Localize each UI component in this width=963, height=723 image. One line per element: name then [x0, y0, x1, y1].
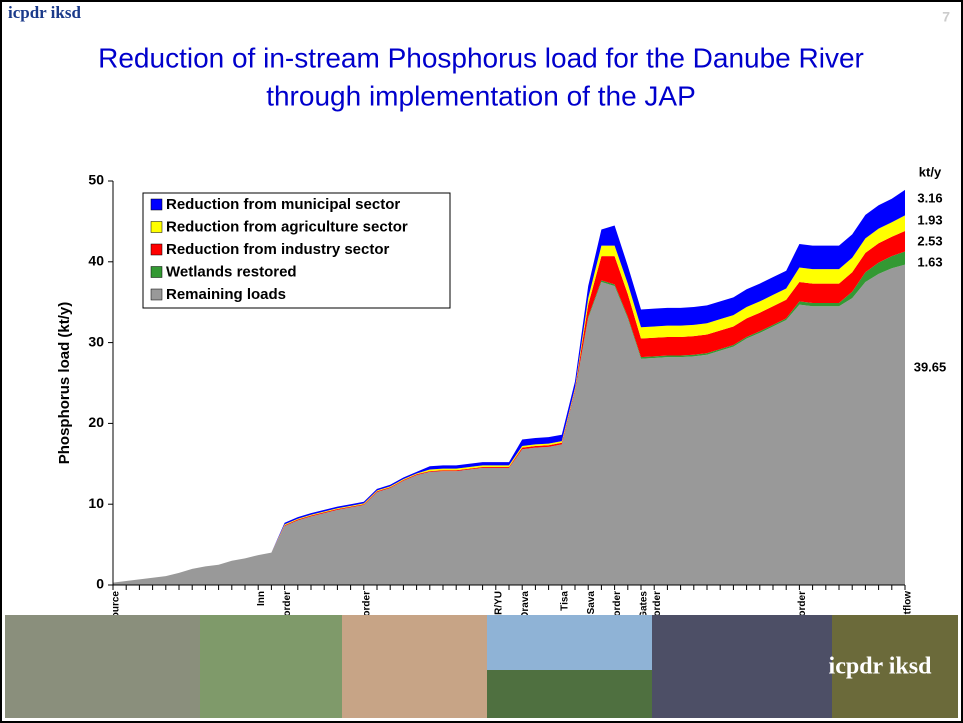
y-tick-label: 10: [88, 495, 104, 511]
logo: icpdr iksd: [8, 3, 81, 22]
legend-label: Reduction from municipal sector: [166, 196, 400, 213]
end-value-label: 3.16: [917, 190, 942, 205]
end-value-label: 1.93: [917, 212, 942, 227]
y-tick-label: 20: [88, 414, 104, 430]
y-tick-label: 50: [88, 172, 104, 188]
end-value-label: 1.63: [917, 254, 942, 269]
legend-label: Reduction from agriculture sector: [166, 218, 408, 235]
y-tick-label: 40: [88, 253, 104, 269]
y-tick-label: 0: [96, 576, 104, 592]
photo: [200, 615, 342, 718]
area: [113, 264, 905, 585]
x-tick-label: source: [111, 591, 122, 624]
y-tick-label: 30: [88, 333, 104, 349]
legend-label: Reduction from industry sector: [166, 241, 390, 258]
legend-swatch: [150, 198, 163, 211]
page-number: 7: [942, 9, 950, 25]
x-tick-label: Drava: [520, 591, 531, 619]
unit-label: kt/y: [919, 164, 942, 179]
photo: [652, 615, 832, 718]
end-value-label: 2.53: [917, 233, 942, 248]
photo-strip: icpdr iksd: [5, 615, 958, 718]
x-tick-label: Tisa: [559, 591, 570, 611]
photo: [342, 615, 487, 718]
x-tick-label: Outflow: [903, 591, 914, 628]
photo: [487, 670, 652, 718]
x-tick-label: Sava: [586, 591, 597, 615]
x-tick-label: Inn: [256, 591, 267, 606]
end-value-label: 39.65: [914, 359, 947, 374]
legend-box: [142, 192, 451, 309]
photo: [5, 615, 200, 718]
legend-swatch: [150, 243, 163, 256]
logo: icpdr iksd: [829, 654, 933, 680]
legend-swatch: [150, 288, 163, 301]
photo: [832, 615, 958, 718]
legend-label: Wetlands restored: [166, 263, 297, 280]
slide-subtitle: through implementation of the JAP: [266, 80, 696, 111]
legend-label: Remaining loads: [166, 286, 286, 303]
y-axis-label: Phosphorus load (kt/y): [56, 302, 73, 465]
legend-swatch: [150, 266, 163, 278]
slide-title: Reduction of in-stream Phosphorus load f…: [98, 42, 864, 73]
legend-swatch: [150, 221, 163, 233]
